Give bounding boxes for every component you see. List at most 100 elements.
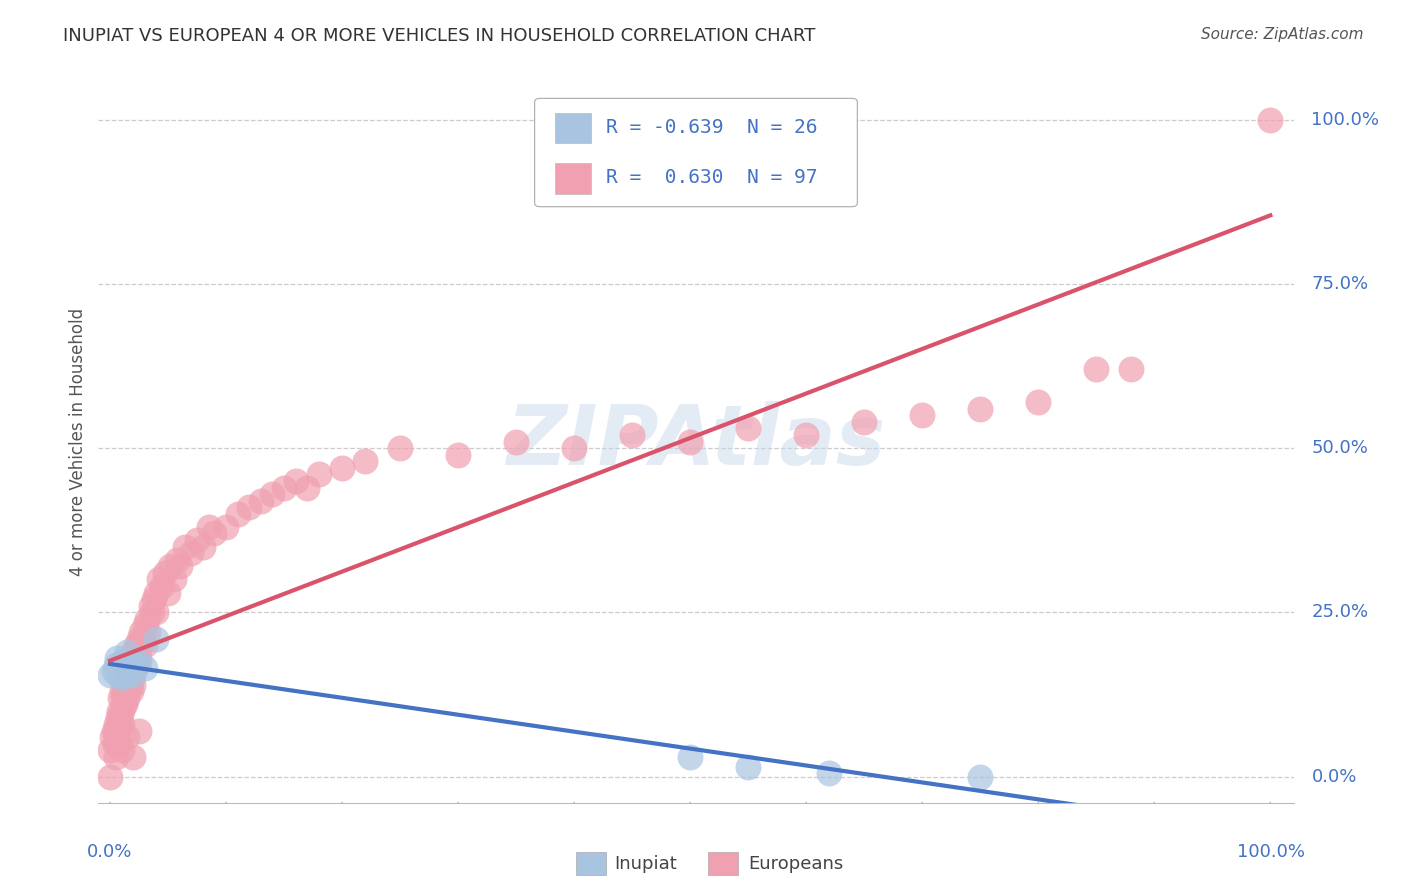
Bar	[576, 852, 606, 875]
Point	[128, 655, 150, 669]
Point	[969, 401, 991, 416]
Point	[1258, 112, 1281, 127]
Point	[354, 454, 377, 468]
Point	[111, 690, 134, 705]
Point	[104, 657, 127, 672]
Point	[191, 540, 214, 554]
Text: 50.0%: 50.0%	[1312, 439, 1368, 457]
Point	[110, 710, 132, 724]
Point	[330, 460, 353, 475]
Point	[110, 657, 132, 672]
Point	[262, 487, 284, 501]
Text: R = -0.639  N = 26: R = -0.639 N = 26	[606, 118, 818, 136]
Point	[911, 409, 934, 423]
Point	[122, 645, 145, 659]
Point	[389, 441, 412, 455]
Point	[114, 698, 136, 712]
Point	[117, 657, 139, 672]
Text: Inupiat: Inupiat	[614, 855, 678, 873]
Text: R =  0.630  N = 97: R = 0.630 N = 97	[606, 169, 818, 187]
Point	[118, 677, 141, 691]
Point	[117, 671, 139, 685]
Point	[103, 723, 125, 738]
Point	[111, 717, 134, 731]
Point	[124, 651, 146, 665]
Point	[122, 749, 145, 764]
Point	[124, 638, 146, 652]
Point	[148, 573, 170, 587]
Point	[111, 684, 134, 698]
Text: 100.0%: 100.0%	[1312, 111, 1379, 128]
Point	[112, 677, 135, 691]
Point	[134, 618, 156, 632]
Point	[226, 507, 249, 521]
Point	[562, 441, 585, 455]
Point	[127, 645, 149, 659]
Point	[108, 704, 131, 718]
Point	[125, 657, 148, 672]
Y-axis label: 4 or more Vehicles in Household: 4 or more Vehicles in Household	[69, 308, 87, 575]
Point	[145, 632, 167, 646]
Point	[114, 684, 136, 698]
Point	[120, 661, 142, 675]
Point	[136, 625, 159, 640]
Bar	[555, 163, 591, 194]
Point	[153, 566, 176, 580]
Point	[120, 684, 142, 698]
Point	[273, 481, 295, 495]
Point	[505, 434, 527, 449]
Point	[114, 661, 136, 675]
Point	[105, 651, 128, 665]
Bar	[709, 852, 738, 875]
Point	[111, 671, 134, 685]
Point	[104, 749, 127, 764]
Point	[115, 667, 138, 681]
Point	[853, 415, 876, 429]
Point	[145, 605, 167, 619]
Point	[124, 657, 146, 672]
Point	[111, 743, 134, 757]
Point	[115, 677, 138, 691]
Point	[117, 645, 139, 659]
Point	[284, 474, 307, 488]
Point	[737, 760, 759, 774]
Point	[104, 737, 127, 751]
Point	[122, 657, 145, 672]
Point	[145, 585, 167, 599]
Bar	[555, 112, 591, 143]
Point	[150, 579, 173, 593]
Point	[163, 573, 186, 587]
Point	[159, 559, 181, 574]
FancyBboxPatch shape	[534, 98, 858, 207]
Point	[169, 559, 191, 574]
Point	[118, 655, 141, 669]
Point	[174, 540, 197, 554]
Point	[969, 770, 991, 784]
Point	[122, 667, 145, 681]
Point	[128, 651, 150, 665]
Point	[447, 448, 470, 462]
Point	[112, 665, 135, 679]
Point	[107, 723, 129, 738]
Point	[107, 667, 129, 681]
Point	[139, 599, 162, 613]
Point	[101, 730, 124, 744]
Point	[238, 500, 260, 515]
Point	[108, 737, 131, 751]
Point	[105, 723, 128, 738]
Point	[117, 730, 139, 744]
Point	[679, 749, 702, 764]
Point	[108, 661, 131, 675]
Point	[104, 717, 127, 731]
Point	[131, 632, 153, 646]
Point	[308, 467, 330, 482]
Point	[157, 585, 180, 599]
Point	[197, 520, 219, 534]
Text: 0.0%: 0.0%	[1312, 767, 1357, 786]
Point	[621, 428, 644, 442]
Text: ZIPAtlas: ZIPAtlas	[506, 401, 886, 482]
Point	[166, 553, 188, 567]
Point	[1026, 395, 1049, 409]
Point	[108, 717, 131, 731]
Point	[141, 605, 163, 619]
